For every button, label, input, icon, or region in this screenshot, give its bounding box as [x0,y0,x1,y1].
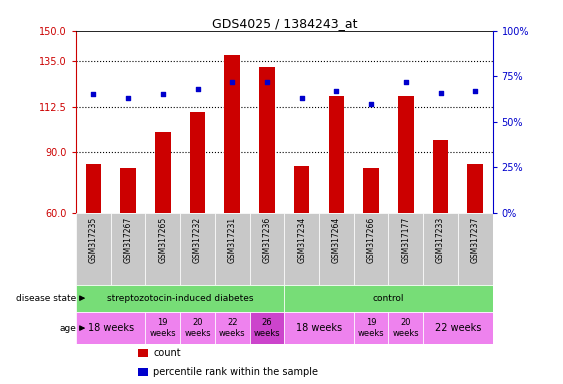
Bar [319,213,354,285]
Bar [388,312,423,344]
Title: GDS4025 / 1384243_at: GDS4025 / 1384243_at [212,17,357,30]
Bar [398,96,414,213]
Text: GSM317267: GSM317267 [124,217,132,263]
Text: GSM317232: GSM317232 [193,217,202,263]
Text: GSM317231: GSM317231 [228,217,236,263]
Bar [433,140,448,213]
Bar [76,213,111,285]
Bar [354,213,388,285]
Text: percentile rank within the sample: percentile rank within the sample [153,367,318,377]
Point [262,79,271,85]
Bar [138,368,148,376]
Point [193,86,202,92]
Point [436,89,445,96]
Bar [145,312,180,344]
Text: GSM317266: GSM317266 [367,217,376,263]
Point [401,79,410,85]
Bar [155,132,171,213]
Text: GSM317237: GSM317237 [471,217,480,263]
Point [471,88,480,94]
Bar [388,213,423,285]
Bar [423,213,458,285]
Text: 20
weeks: 20 weeks [392,318,419,338]
Text: GSM317235: GSM317235 [89,217,98,263]
Bar [76,312,145,344]
Bar [467,164,483,213]
Bar [215,213,249,285]
Text: control: control [373,294,404,303]
Text: age: age [59,324,76,333]
Bar [215,312,249,344]
Bar [294,166,310,213]
Bar [76,285,284,312]
Bar [86,164,101,213]
Bar [458,213,493,285]
Point [89,91,98,98]
Point [297,95,306,101]
Text: count: count [153,348,181,358]
Bar [111,213,145,285]
Text: 19
weeks: 19 weeks [150,318,176,338]
Bar [145,213,180,285]
Text: GSM317264: GSM317264 [332,217,341,263]
Bar [284,285,493,312]
Text: 22 weeks: 22 weeks [435,323,481,333]
Point [332,88,341,94]
Text: 22
weeks: 22 weeks [219,318,245,338]
Bar [138,349,148,357]
Bar [249,312,284,344]
Text: GSM317234: GSM317234 [297,217,306,263]
Text: GSM317233: GSM317233 [436,217,445,263]
Text: GSM317265: GSM317265 [158,217,167,263]
Point [124,95,133,101]
Text: 19
weeks: 19 weeks [358,318,385,338]
Bar [284,312,354,344]
Point [158,91,167,98]
Point [367,101,376,107]
Text: GSM317236: GSM317236 [262,217,271,263]
Bar [363,169,379,213]
Bar [120,169,136,213]
Bar [329,96,344,213]
Bar [180,213,215,285]
Bar [354,312,388,344]
Bar [423,312,493,344]
Text: 20
weeks: 20 weeks [184,318,211,338]
Bar [180,312,215,344]
Bar [284,213,319,285]
Text: streptozotocin-induced diabetes: streptozotocin-induced diabetes [107,294,253,303]
Bar [259,67,275,213]
Bar [190,112,205,213]
Text: 26
weeks: 26 weeks [254,318,280,338]
Bar [249,213,284,285]
Text: 18 weeks: 18 weeks [88,323,134,333]
Point [227,79,237,85]
Text: 18 weeks: 18 weeks [296,323,342,333]
Text: GSM317177: GSM317177 [401,217,410,263]
Bar [225,55,240,213]
Text: disease state: disease state [16,294,76,303]
